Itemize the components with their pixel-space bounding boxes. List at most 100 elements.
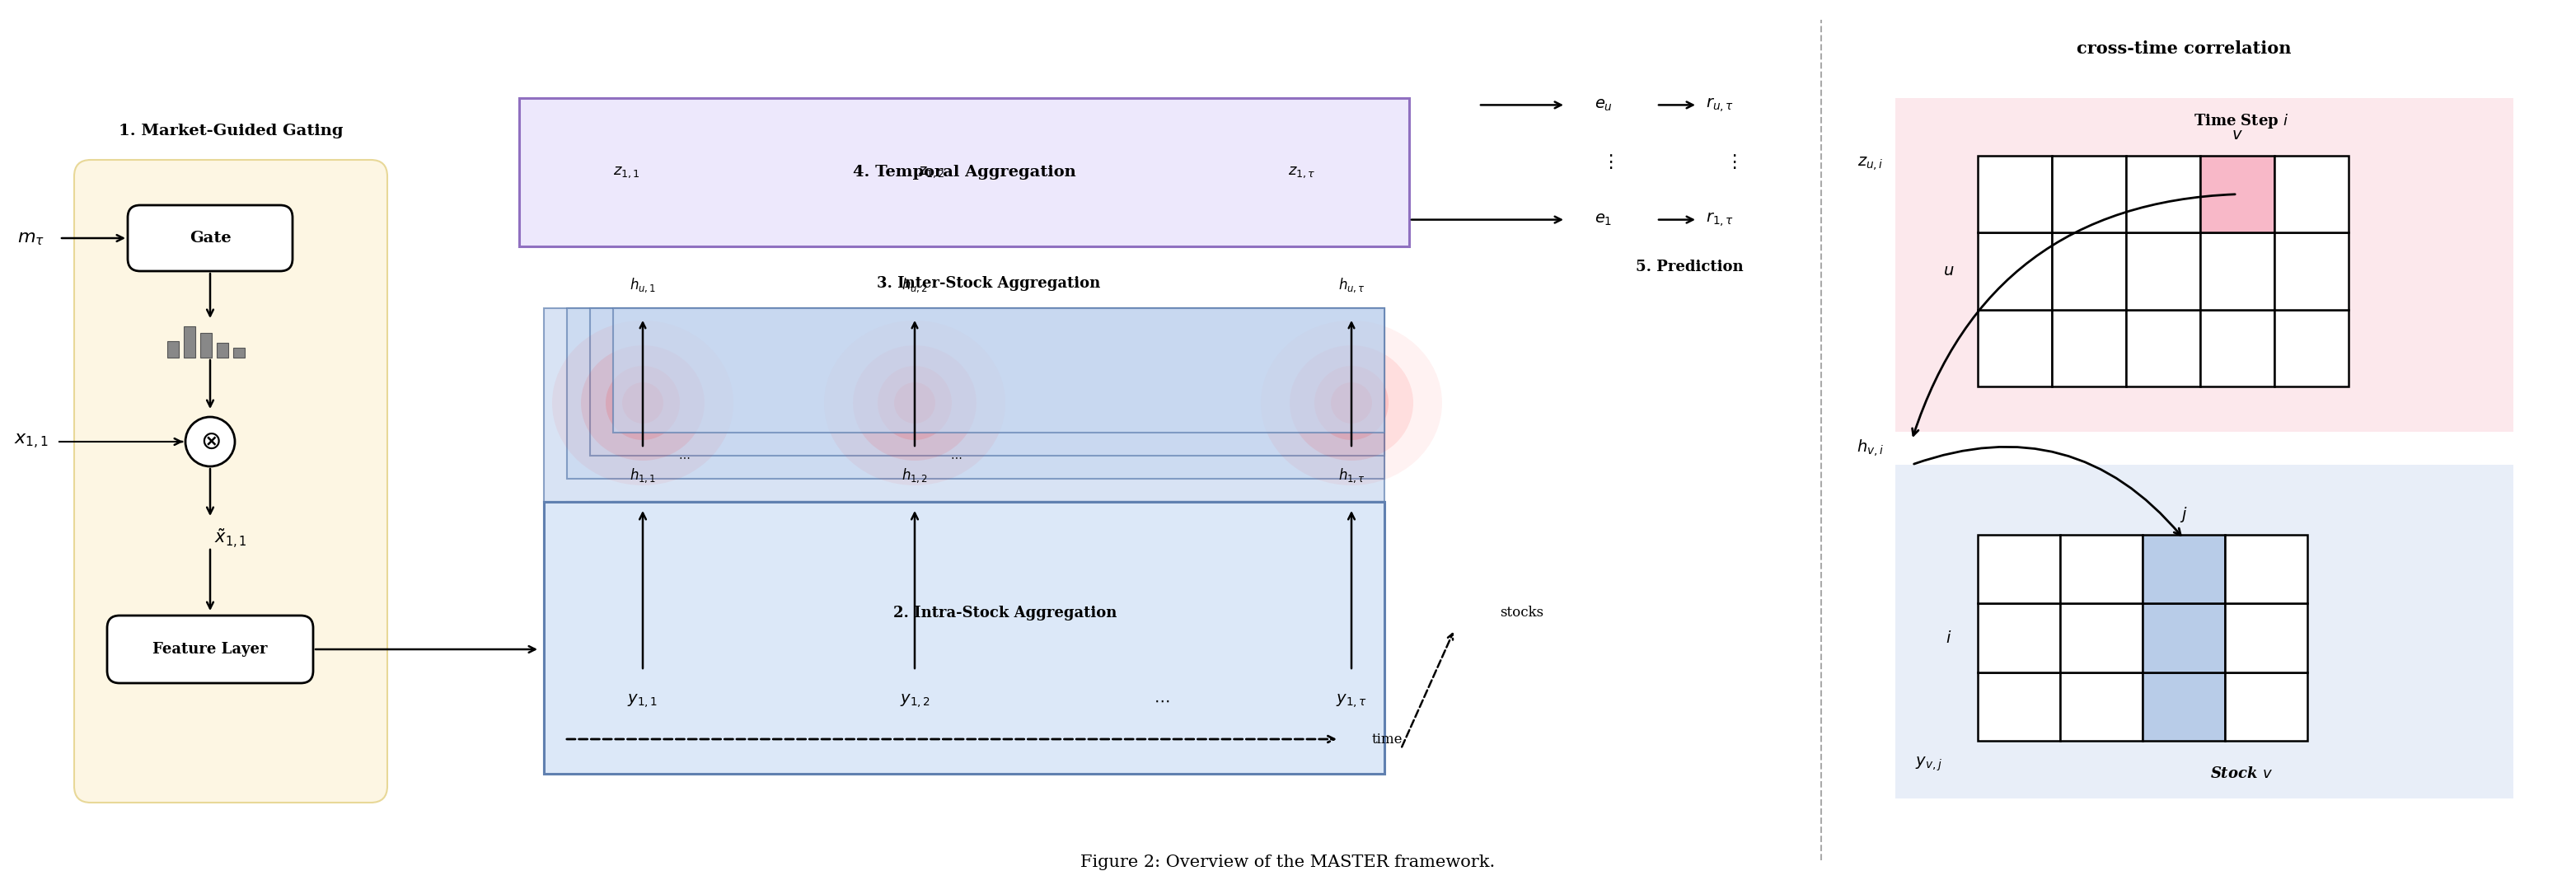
- Bar: [2143, 604, 2226, 672]
- Ellipse shape: [853, 345, 976, 460]
- Bar: [2275, 156, 2349, 233]
- Text: Figure 2: Overview of the MASTER framework.: Figure 2: Overview of the MASTER framewo…: [1082, 854, 1494, 870]
- Text: $r_{u,\tau}$: $r_{u,\tau}$: [1705, 96, 1734, 113]
- Bar: [183, 327, 196, 358]
- Bar: [544, 308, 1383, 502]
- Text: 4. Temporal Aggregation: 4. Temporal Aggregation: [853, 165, 1077, 180]
- Bar: [2226, 604, 2308, 672]
- Text: $\cdots$: $\cdots$: [1154, 694, 1170, 709]
- Bar: [2061, 535, 2143, 604]
- Bar: [544, 502, 1383, 773]
- Text: $\otimes$: $\otimes$: [201, 429, 222, 455]
- Ellipse shape: [582, 345, 706, 460]
- Bar: [569, 98, 1409, 210]
- Circle shape: [185, 417, 234, 466]
- Text: Gate: Gate: [188, 231, 232, 245]
- Text: $h_{u,1}$: $h_{u,1}$: [629, 276, 657, 294]
- Text: 3. Inter-Stock Aggregation: 3. Inter-Stock Aggregation: [876, 276, 1100, 291]
- Text: $y_{1,1}$: $y_{1,1}$: [629, 693, 657, 710]
- Bar: [1978, 233, 2053, 310]
- Text: 2. Intra-Stock Aggregation: 2. Intra-Stock Aggregation: [894, 605, 1118, 620]
- Bar: [2275, 233, 2349, 310]
- Bar: [567, 502, 1383, 750]
- Text: $\cdots$: $\cdots$: [677, 450, 690, 462]
- Text: $\tilde{x}_{1,1}$: $\tilde{x}_{1,1}$: [214, 527, 247, 550]
- Text: $v$: $v$: [2231, 127, 2244, 142]
- Text: stocks: stocks: [1499, 606, 1543, 620]
- Ellipse shape: [551, 320, 734, 485]
- Text: $\vdots$: $\vdots$: [1726, 153, 1736, 172]
- Text: $z_{1,\tau}$: $z_{1,\tau}$: [1288, 165, 1316, 180]
- Bar: [590, 308, 1383, 456]
- Text: $\vdots$: $\vdots$: [1602, 153, 1613, 172]
- Text: $h_{u,2}$: $h_{u,2}$: [902, 276, 927, 294]
- Bar: [567, 308, 1383, 479]
- Text: $j$: $j$: [2179, 504, 2187, 524]
- Bar: [2053, 156, 2125, 233]
- Bar: [167, 341, 178, 358]
- Text: $y_{1,2}$: $y_{1,2}$: [899, 693, 930, 710]
- Text: $u$: $u$: [1942, 264, 1955, 279]
- FancyBboxPatch shape: [75, 160, 386, 803]
- Bar: [590, 502, 1383, 727]
- Bar: [1978, 156, 2053, 233]
- Bar: [2200, 233, 2275, 310]
- Bar: [2125, 310, 2200, 387]
- Ellipse shape: [623, 382, 665, 424]
- Bar: [2200, 310, 2275, 387]
- Text: Stock $v$: Stock $v$: [2210, 766, 2272, 781]
- Bar: [520, 98, 1409, 246]
- Bar: [592, 98, 1409, 192]
- Bar: [2061, 604, 2143, 672]
- Text: $z_{1,1}$: $z_{1,1}$: [613, 165, 639, 180]
- Text: $h_{1,1}$: $h_{1,1}$: [629, 466, 657, 484]
- Text: $r_{1,\tau}$: $r_{1,\tau}$: [1705, 212, 1734, 228]
- Bar: [520, 98, 1409, 246]
- Ellipse shape: [894, 382, 935, 424]
- Text: $y_{1,\tau}$: $y_{1,\tau}$: [1337, 693, 1368, 710]
- Bar: [613, 502, 1383, 704]
- Bar: [2226, 535, 2308, 604]
- Text: $m_\tau$: $m_\tau$: [18, 229, 44, 247]
- FancyBboxPatch shape: [129, 205, 294, 271]
- Ellipse shape: [1260, 320, 1443, 485]
- Bar: [2226, 672, 2308, 741]
- Text: 5. Prediction: 5. Prediction: [1636, 259, 1744, 274]
- Ellipse shape: [1332, 382, 1373, 424]
- Text: $h_{1,2}$: $h_{1,2}$: [902, 466, 927, 484]
- FancyBboxPatch shape: [108, 616, 314, 683]
- Bar: [2143, 535, 2226, 604]
- Ellipse shape: [605, 366, 680, 440]
- Bar: [2200, 156, 2275, 233]
- Bar: [1896, 98, 2514, 432]
- Text: Feature Layer: Feature Layer: [152, 642, 268, 657]
- Bar: [544, 98, 1409, 228]
- Bar: [1978, 310, 2053, 387]
- Text: $e_1$: $e_1$: [1595, 212, 1613, 227]
- Bar: [1978, 604, 2061, 672]
- Bar: [2143, 672, 2226, 741]
- Bar: [234, 348, 245, 358]
- Text: $e_u$: $e_u$: [1595, 97, 1613, 112]
- Bar: [216, 342, 229, 358]
- Bar: [201, 333, 211, 358]
- Bar: [1978, 672, 2061, 741]
- Text: time: time: [1373, 732, 1404, 746]
- Text: $z_{1,2}$: $z_{1,2}$: [917, 165, 945, 180]
- Text: cross-time correlation: cross-time correlation: [2076, 41, 2290, 57]
- Ellipse shape: [878, 366, 951, 440]
- Bar: [2053, 310, 2125, 387]
- Text: $y_{v,j}$: $y_{v,j}$: [1914, 755, 1942, 773]
- Text: $\cdots$: $\cdots$: [951, 450, 961, 462]
- Text: $x_{1,1}$: $x_{1,1}$: [13, 433, 49, 450]
- Text: Time Step $i$: Time Step $i$: [2195, 112, 2290, 130]
- Bar: [1978, 535, 2061, 604]
- Bar: [2061, 672, 2143, 741]
- Bar: [2125, 233, 2200, 310]
- Ellipse shape: [824, 320, 1005, 485]
- Ellipse shape: [1291, 345, 1414, 460]
- Bar: [2125, 156, 2200, 233]
- Bar: [544, 502, 1383, 773]
- Text: $h_{v,i}$: $h_{v,i}$: [1857, 438, 1883, 458]
- Bar: [613, 308, 1383, 433]
